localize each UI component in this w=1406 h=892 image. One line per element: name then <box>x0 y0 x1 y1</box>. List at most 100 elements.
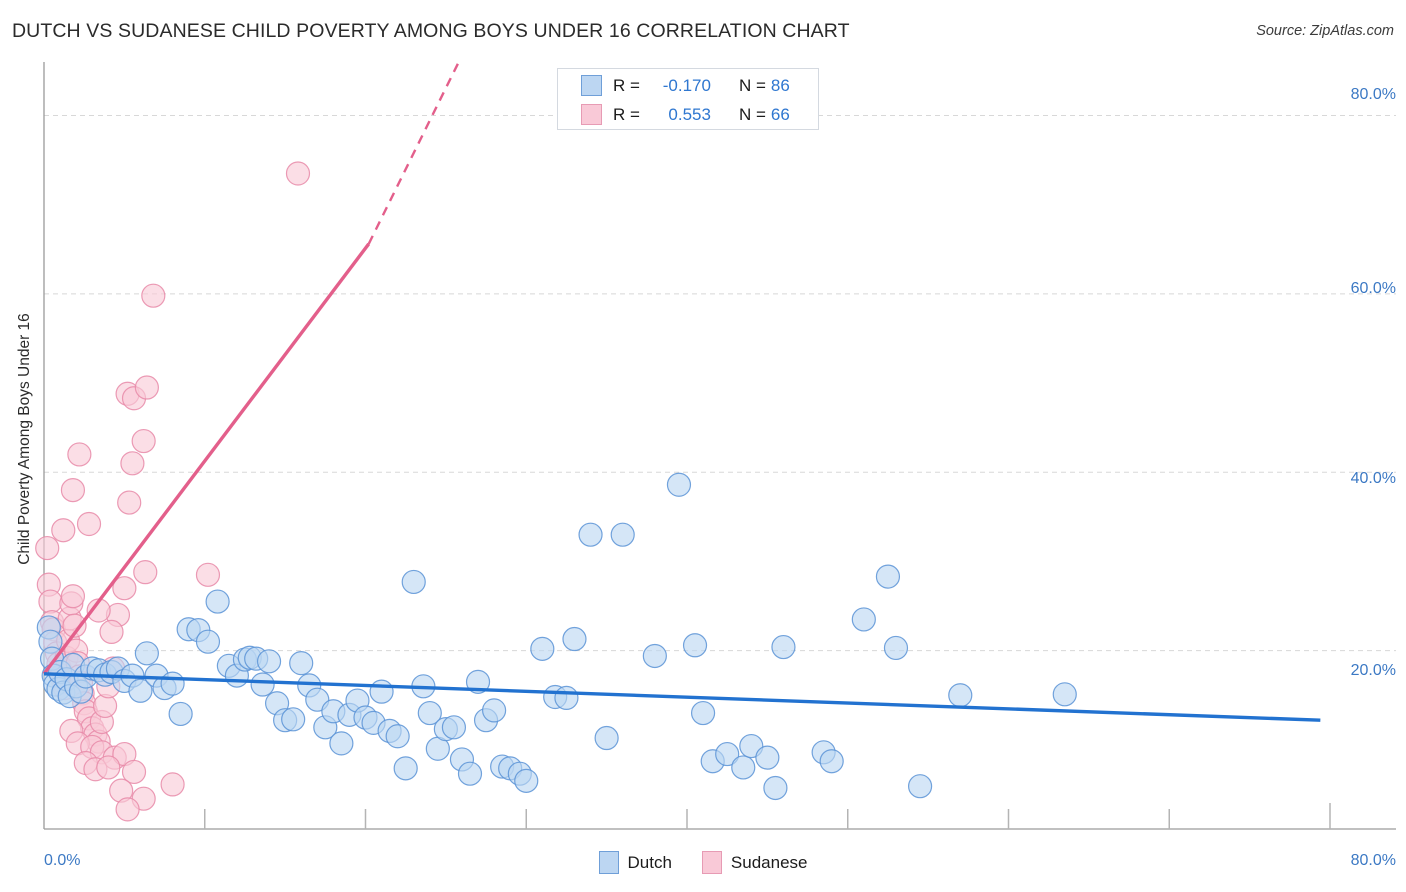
plot-area <box>44 62 1330 829</box>
series-points-dutch <box>36 472 1077 801</box>
data-point <box>731 755 756 780</box>
data-point <box>35 535 60 561</box>
sudanese-trend-line-extension <box>367 61 460 245</box>
data-point <box>141 283 166 308</box>
series-legend: Dutch Sudanese <box>0 851 1406 874</box>
data-point <box>819 749 844 774</box>
dutch-n-value: 86 <box>770 75 790 95</box>
data-point <box>1052 682 1077 707</box>
sudanese-n-value: 66 <box>770 104 790 124</box>
data-point <box>134 641 159 666</box>
dutch-r-label: R = <box>613 75 640 95</box>
data-point <box>96 755 121 780</box>
dutch-swatch-icon <box>581 75 602 96</box>
data-point <box>401 569 426 595</box>
data-point <box>393 756 418 781</box>
data-point <box>851 607 876 632</box>
data-point <box>205 589 230 614</box>
dutch-r-value: -0.170 <box>662 75 711 95</box>
data-point <box>112 576 137 601</box>
data-point <box>38 589 63 614</box>
data-point <box>948 683 973 708</box>
data-point <box>76 511 102 537</box>
data-point <box>514 768 539 793</box>
data-point <box>578 522 603 547</box>
data-point <box>385 724 410 749</box>
data-point <box>168 701 193 727</box>
data-point <box>195 562 221 587</box>
legend-label-dutch: Dutch <box>627 852 672 872</box>
data-point <box>682 633 708 658</box>
y-tick-20: 20.0% <box>1350 662 1396 679</box>
data-point <box>441 715 467 740</box>
data-point <box>285 161 311 186</box>
data-point <box>417 700 442 726</box>
data-point <box>60 477 86 503</box>
data-point <box>160 671 185 696</box>
data-point <box>51 518 76 543</box>
dutch-n-label: N = <box>738 75 766 95</box>
data-point <box>250 672 275 697</box>
data-point <box>715 741 740 767</box>
data-point <box>120 451 145 476</box>
data-point <box>256 649 282 674</box>
source-attribution: Source: ZipAtlas.com <box>1256 23 1394 39</box>
y-tick-60: 60.0% <box>1350 280 1396 297</box>
sudanese-r-label: R = <box>613 104 640 124</box>
data-point <box>121 759 147 785</box>
page-title: DUTCH VS SUDANESE CHILD POVERTY AMONG BO… <box>12 20 850 42</box>
data-point <box>160 772 185 797</box>
data-point <box>482 698 507 723</box>
sudanese-r-value: 0.553 <box>668 104 711 124</box>
data-point <box>755 745 780 770</box>
data-point <box>62 613 87 638</box>
data-point <box>99 619 124 644</box>
data-point <box>690 700 716 726</box>
data-point <box>763 775 788 801</box>
data-point <box>329 731 354 756</box>
dutch-trend-line <box>43 672 1321 722</box>
legend-item-sudanese[interactable]: Sudanese <box>701 851 808 874</box>
sudanese-trend-line <box>42 242 371 675</box>
stats-row-sudanese: R = 0.553 N = 66 <box>558 100 818 129</box>
x-tick-max: 80.0% <box>1350 852 1396 869</box>
data-point <box>594 725 619 751</box>
data-point <box>907 774 933 799</box>
data-point <box>457 761 483 786</box>
data-point <box>554 685 579 710</box>
data-point <box>115 797 140 822</box>
correlation-stats-legend: R = -0.170 N = 86 R = 0.553 N = 66 <box>557 68 819 130</box>
data-point <box>642 643 667 669</box>
sudanese-swatch-icon <box>581 104 602 125</box>
y-tick-40: 40.0% <box>1350 470 1396 487</box>
data-point <box>117 490 142 515</box>
data-point <box>67 442 92 467</box>
data-point <box>562 626 587 652</box>
data-point <box>60 584 86 609</box>
legend-item-dutch[interactable]: Dutch <box>598 851 672 874</box>
stats-row-dutch: R = -0.170 N = 86 <box>558 71 818 100</box>
data-point <box>465 669 491 694</box>
data-point <box>530 636 555 661</box>
y-tick-80: 80.0% <box>1350 86 1396 103</box>
data-point <box>883 635 909 661</box>
data-point <box>666 472 692 497</box>
data-point <box>281 707 306 732</box>
data-point <box>134 375 159 400</box>
data-point <box>195 629 221 654</box>
data-point <box>131 428 156 454</box>
data-point <box>875 564 901 589</box>
sudanese-legend-swatch-icon <box>701 851 722 874</box>
dutch-legend-swatch-icon <box>598 851 619 874</box>
sudanese-n-label: N = <box>738 104 766 124</box>
data-point <box>771 634 796 660</box>
data-point <box>128 678 153 703</box>
data-point <box>610 522 635 547</box>
data-point <box>369 679 394 704</box>
data-point <box>289 651 314 676</box>
data-point <box>133 560 158 585</box>
x-tick-min: 0.0% <box>44 852 81 869</box>
legend-label-sudanese: Sudanese <box>730 852 808 872</box>
